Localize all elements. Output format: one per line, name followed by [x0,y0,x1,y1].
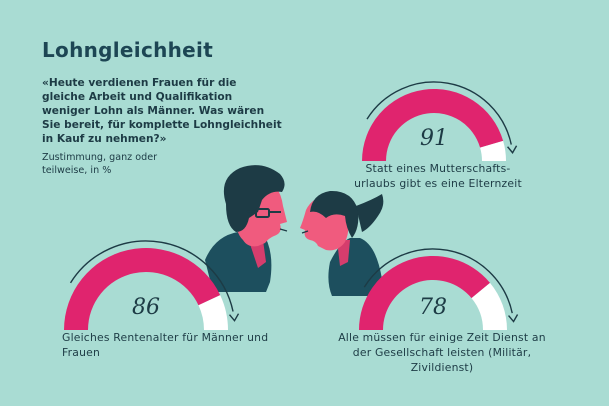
unit-note: Zustimmung, ganz oder teilweise, in % [42,152,158,176]
gauge-rest-rentenalter [198,295,228,330]
gauge-arrow-dienst [363,248,513,314]
gauge-rest-dienst [471,282,507,330]
gauge-label-rentenalter: Gleiches Rentenalter für Männer und Frau… [62,331,269,359]
page-title: Lohngleichheit [42,38,214,62]
gauge-arrowhead-rentenalter [228,313,240,322]
gauge-value-elternzeit: 91 [420,126,448,151]
gauge-fill-dienst [359,255,491,330]
gauge-rest-elternzeit [480,140,506,161]
gauge-value-dienst: 78 [419,295,447,320]
survey-question: «Heute verdienen Frauen für die gleiche … [42,77,282,145]
gauge-arrow-elternzeit [366,81,512,145]
gauge-fill-rentenalter [64,247,221,330]
gauge-arrow-rentenalter [69,240,234,312]
woman-head-illustration [300,190,384,296]
gauge-value-rentenalter: 86 [132,295,160,320]
gauge-arrowhead-elternzeit [507,145,518,154]
man-head-illustration [205,165,288,292]
gauge-label-dienst: Alle müssen für einige Zeit Dienst an de… [338,331,546,374]
gauge-fill-elternzeit [362,88,504,161]
gauge-arrowhead-dienst [508,314,519,323]
heads-illustration [205,165,384,296]
gauge-label-elternzeit: Statt eines Mutterschafts-urlaubs gibt e… [354,162,522,190]
